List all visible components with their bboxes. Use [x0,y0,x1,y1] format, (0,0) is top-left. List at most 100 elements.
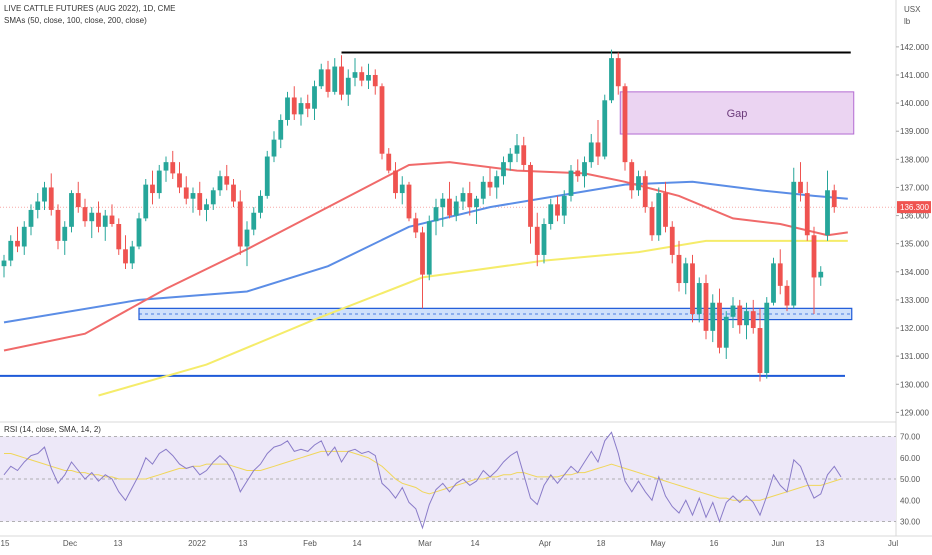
candle [210,187,216,210]
candle-body [622,86,628,163]
candle [75,181,81,213]
candle-body [764,302,770,374]
candle-body [602,100,608,157]
candle-body [433,207,439,222]
candle-body [271,139,277,157]
candle-body [372,74,378,87]
candle [237,190,243,255]
candle-body [494,176,500,188]
candle-body [298,103,304,115]
candle-body [534,226,540,255]
price-tick-label: 139.000 [900,127,929,136]
candle [798,162,803,202]
rsi-tick-label: 40.00 [900,496,921,505]
candle [291,86,297,120]
price-tick-label: 134.000 [900,268,929,277]
candle [615,52,621,95]
candle [764,297,770,379]
candle-body [177,173,182,188]
candle-body [730,305,736,317]
candle-body [561,195,567,216]
candle [312,80,317,120]
candle-body [359,72,365,81]
candle-body [156,170,162,194]
candle-body [480,181,486,199]
candle-body [514,145,520,154]
candle-body [642,176,648,208]
candle-body [784,285,790,306]
candle-body [318,69,324,87]
candle [339,55,344,101]
candle [656,187,662,241]
candle-body [305,103,311,109]
candle-body [143,184,149,219]
candle-body [825,190,830,236]
candle-body [447,198,452,216]
candle [379,83,385,160]
time-tick-label: 15 [1,539,10,548]
candle-body [48,187,54,210]
candle-body [791,181,797,306]
candle-body [811,235,817,278]
candle [55,204,61,250]
candle-body [82,207,88,222]
candle [622,83,628,171]
time-tick-label: 14 [471,539,480,548]
candle [305,94,311,118]
candle-body [460,193,466,202]
candle-body [399,184,405,194]
candle [156,164,162,199]
candle [825,170,830,241]
candle [642,170,648,213]
candle [109,204,115,227]
candle-body [777,263,783,286]
candle-body [102,215,108,227]
candle [352,58,358,87]
overlays: Gap [0,51,896,377]
candle [1,254,7,278]
candle [359,66,365,87]
candle-body [109,215,115,224]
candle [163,156,169,182]
candle [629,159,635,199]
candle-body [210,190,216,205]
time-tick-label: Feb [303,539,317,548]
candle-body [224,176,230,185]
candle [528,162,533,244]
last-price-badge [897,201,931,214]
candle [480,176,486,205]
time-tick-label: Dec [63,539,77,548]
candle-body [264,156,270,196]
candle-body [831,190,837,208]
price-tick-label: 135.000 [900,240,929,249]
candle-body [440,198,446,208]
candle-body [717,302,722,348]
candle-body [150,184,155,194]
candle [663,181,668,233]
candle-body [163,162,169,171]
price-tick-label: 136.000 [900,212,929,221]
candle-body [541,224,547,255]
candle-body [35,201,41,210]
candle [669,221,675,264]
candle-body [129,246,135,264]
sma-legend: SMAs (50, close, 100, close, 200, close) [4,16,147,25]
candle [744,302,749,340]
candle [494,170,500,199]
candle [447,181,452,219]
candle-body [278,119,284,140]
gap-zone [619,91,855,135]
candle-body [332,66,338,92]
candle-body [231,184,236,202]
candle [406,181,412,222]
candle-body [291,97,297,115]
candle-body [96,212,101,227]
candle-body [366,74,371,81]
candle [89,207,95,239]
moving-averages [3,161,848,397]
candle-body [352,72,358,78]
candle [42,181,47,210]
candle-body [487,181,493,188]
rsi-sma-line [4,450,842,501]
